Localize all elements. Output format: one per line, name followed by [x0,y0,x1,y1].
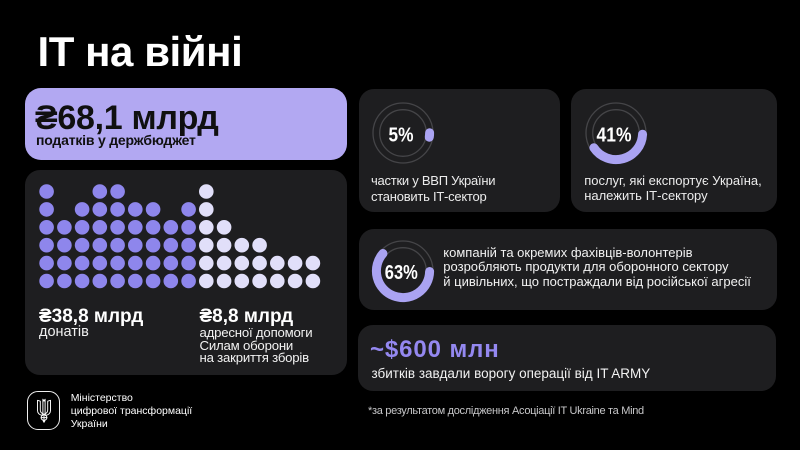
svg-text:41%: 41% [597,124,632,147]
svg-text:5%: 5% [389,124,414,147]
svg-text:63%: 63% [384,262,417,284]
